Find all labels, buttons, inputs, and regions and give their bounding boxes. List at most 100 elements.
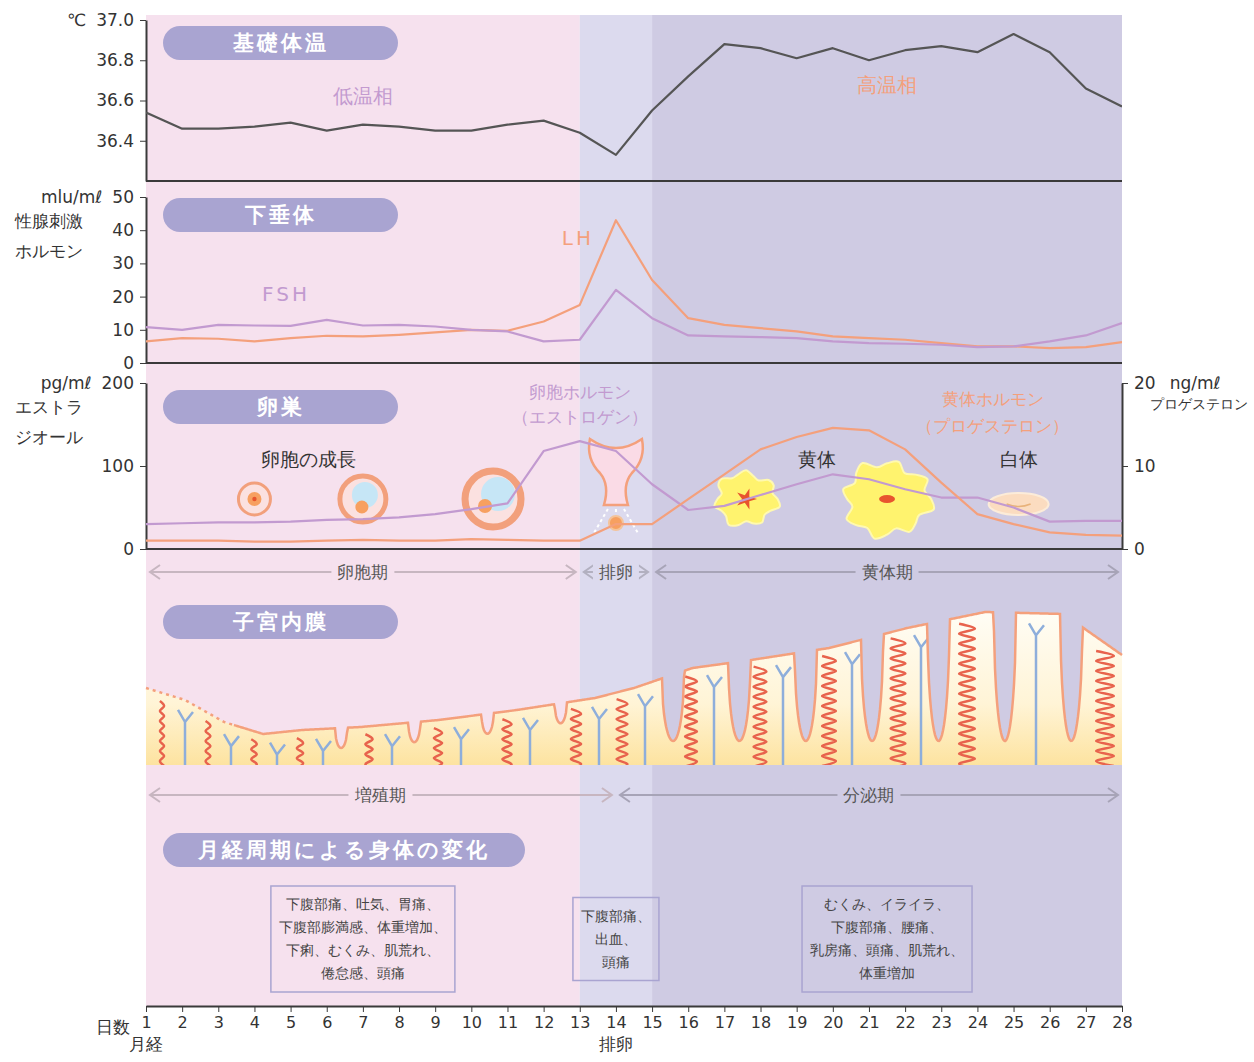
gland-vessel <box>365 734 372 769</box>
tick-label: 25 <box>1004 1013 1024 1032</box>
tick: 6 <box>322 1006 332 1032</box>
phase-bands <box>146 15 1122 1006</box>
gland-vessel <box>891 638 906 768</box>
gland-vessel <box>251 739 257 769</box>
tick-label: 21 <box>859 1013 879 1032</box>
tick-label: 17 <box>715 1013 735 1032</box>
y-axis: 37.036.836.636.4 <box>96 10 146 182</box>
tick-mark <box>140 297 146 298</box>
annotation: 卵胞の成長 <box>261 448 356 470</box>
symptom-box-frame <box>802 886 972 992</box>
phase-label: 卵胞期 <box>337 562 388 582</box>
tick-mark <box>471 1006 472 1012</box>
tick-label: 19 <box>787 1013 807 1032</box>
tick: 25 <box>1004 1006 1024 1032</box>
gland-duct <box>845 652 860 765</box>
axis-unit: mlu/mℓ <box>41 187 102 207</box>
tick-label: 50 <box>112 187 134 207</box>
tick-mark <box>833 1006 834 1012</box>
tick: 20 <box>112 287 146 307</box>
tick: 7 <box>358 1006 368 1032</box>
tick: 14 <box>606 1006 626 1032</box>
tick-mark <box>140 20 146 21</box>
axis-title: エストラジオール <box>15 397 83 447</box>
symptom-box: 下腹部痛、出血、頭痛 <box>573 898 659 981</box>
tick-label: 20 <box>823 1013 843 1032</box>
series-label-line: 卵胞ホルモン <box>529 382 631 402</box>
tick: 4 <box>250 1006 260 1032</box>
annotation: 高温相 <box>857 73 917 97</box>
symptom-text: むくみ、イライラ、 <box>824 896 950 912</box>
tick: 22 <box>895 1006 915 1032</box>
tick: 9 <box>431 1006 441 1032</box>
panel-frame <box>146 548 1122 550</box>
gland-vessel <box>434 728 442 768</box>
annotation: 白体 <box>1000 448 1038 470</box>
gland-vessel <box>206 721 211 766</box>
tick-label: 15 <box>642 1013 662 1032</box>
tick: 200 <box>102 373 146 393</box>
tick-mark <box>616 1006 617 1012</box>
gland-duct <box>224 734 239 765</box>
tick-label: 14 <box>606 1013 626 1032</box>
tick: 19 <box>787 1006 807 1032</box>
tick-label: 13 <box>570 1013 590 1032</box>
tick-label: 20 <box>1134 373 1156 393</box>
tick-label: 24 <box>968 1013 988 1032</box>
endometrium-glands <box>160 623 1114 769</box>
section-title-text: 下垂体 <box>244 203 317 227</box>
x-axis: 1234567891011121314151617181920212223242… <box>141 1006 1132 1032</box>
tick-label: 36.6 <box>96 90 134 110</box>
tick: 24 <box>968 1006 988 1032</box>
axis-title: 日数 <box>96 1017 130 1037</box>
symptom-box: 下腹部痛、吐気、胃痛、下腹部膨満感、体重増加、下痢、むくみ、肌荒れ、倦怠感、頭痛 <box>271 886 455 992</box>
tick-label: 36.4 <box>96 131 134 151</box>
gland-duct <box>385 734 400 765</box>
tick-mark <box>140 197 146 198</box>
tick: 0 <box>1122 539 1145 559</box>
annotation: 黄体 <box>798 448 836 470</box>
gland-vessel <box>160 701 164 766</box>
tick: 10 <box>462 1006 482 1032</box>
gland-vessel <box>297 738 303 768</box>
tick-mark <box>652 1006 653 1012</box>
series-line <box>146 290 1122 347</box>
tick-mark <box>1122 466 1128 467</box>
phase-arrow: 分泌期 <box>620 785 1118 805</box>
gland-duct <box>592 707 607 765</box>
gland-vessel <box>822 656 836 766</box>
tick-label: 27 <box>1076 1013 1096 1032</box>
symptom-text: 下腹部膨満感、体重増加、 <box>279 919 447 935</box>
endometrium-edge-shedding <box>146 688 233 725</box>
axis-title-line: 性腺刺激 <box>14 211 83 231</box>
tick: 11 <box>498 1006 518 1032</box>
phase-arrow: 排卵 <box>584 562 648 582</box>
section-title-bg <box>163 198 398 232</box>
tick-label: 200 <box>102 373 134 393</box>
tick-mark <box>218 1006 219 1012</box>
tick-label: 5 <box>286 1013 296 1032</box>
tick: 30 <box>112 253 146 273</box>
tick: 13 <box>570 1006 590 1032</box>
phase-label: 分泌期 <box>843 785 894 805</box>
follicle-nucleus <box>252 497 256 501</box>
tick-label: 18 <box>751 1013 771 1032</box>
series-line <box>146 220 1122 348</box>
follicle <box>465 471 521 527</box>
tick: 15 <box>642 1006 662 1032</box>
plot-area <box>146 428 1122 542</box>
tick-label: 12 <box>534 1013 554 1032</box>
section-title-text: 基礎体温 <box>232 31 329 55</box>
tick-label: 16 <box>679 1013 699 1032</box>
series-label-line: 黄体ホルモン <box>942 389 1044 409</box>
annotation: 低温相 <box>333 84 393 108</box>
tick-label: 9 <box>431 1013 441 1032</box>
tick-mark <box>941 1006 942 1012</box>
tick-mark <box>140 549 146 550</box>
series-label: FSH <box>262 282 310 306</box>
tick-label: 4 <box>250 1013 260 1032</box>
axis-title-line: ホルモン <box>15 241 83 261</box>
gland-duct <box>1029 623 1044 765</box>
axis-unit: pg/mℓ <box>41 373 92 393</box>
phase-band <box>580 15 652 1006</box>
